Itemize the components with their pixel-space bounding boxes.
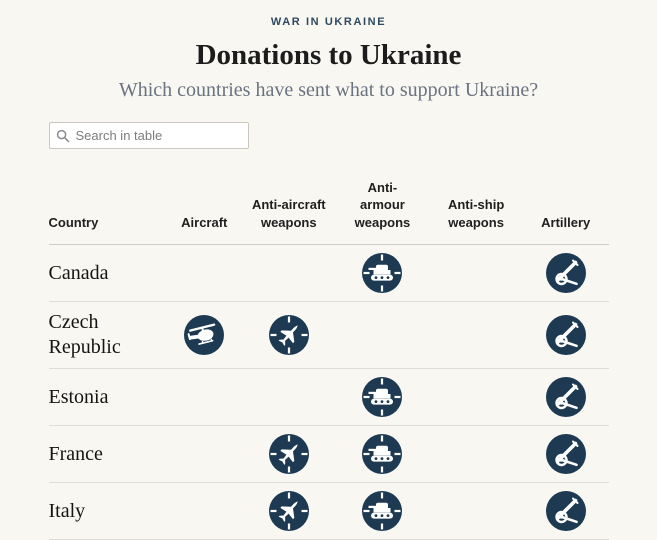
howitzer-icon [545, 434, 586, 475]
artillery-cell [522, 368, 609, 427]
anti_armour-cell [335, 482, 430, 540]
page: WAR IN UKRAINE Donations to Ukraine Whic… [48, 0, 609, 540]
artillery-cell [522, 425, 609, 484]
anti_aircraft-cell [241, 368, 336, 427]
anti_armour-cell [335, 301, 430, 370]
column-header-anti_ship: Anti-ship weapons [429, 172, 523, 246]
fighter-jet-crosshair-icon [268, 315, 309, 356]
howitzer-icon [545, 491, 586, 532]
artillery-cell [522, 482, 609, 540]
page-title: Donations to Ukraine [195, 39, 462, 71]
anti_armour-cell [335, 244, 430, 303]
anti_armour-cell [335, 368, 430, 427]
tank-crosshair-icon [362, 491, 403, 532]
helicopter-icon [184, 315, 225, 356]
country-cell: Italy [48, 482, 167, 540]
country-cell: Estonia [48, 368, 167, 427]
anti_ship-cell [429, 482, 523, 540]
donations-table: Country Aircraft Anti-aircraft weapons Anti… [48, 172, 609, 540]
aircraft-cell [166, 301, 242, 370]
fighter-jet-crosshair-icon [268, 434, 309, 475]
column-header-anti_armour: Anti-armour weapons [335, 172, 430, 246]
table-body: Canada Czech Republic Estonia France Italy [48, 244, 609, 540]
aircraft-cell [166, 482, 242, 540]
country-cell: France [48, 425, 167, 484]
anti_aircraft-cell [241, 425, 336, 484]
anti_ship-cell [429, 425, 523, 484]
fighter-jet-crosshair-icon [268, 491, 309, 532]
table-row: Czech Republic [48, 301, 609, 370]
anti_aircraft-cell [241, 482, 336, 540]
table-row: Italy [48, 482, 609, 540]
table-row: Canada [48, 244, 609, 303]
search-box [48, 121, 249, 149]
column-header-country: Country [48, 172, 167, 246]
anti_ship-cell [429, 301, 523, 370]
column-header-anti_aircraft: Anti-aircraft weapons [241, 172, 336, 246]
tank-crosshair-icon [362, 377, 403, 418]
tank-crosshair-icon [362, 253, 403, 294]
search-icon [56, 129, 69, 143]
aircraft-cell [166, 244, 242, 303]
kicker: WAR IN UKRAINE [270, 16, 387, 28]
page-subtitle: Which countries have sent what to suppor… [118, 78, 539, 101]
aircraft-cell [166, 368, 242, 427]
table-row: France [48, 425, 609, 484]
country-cell: Czech Republic [48, 301, 167, 370]
howitzer-icon [545, 315, 586, 356]
anti_ship-cell [429, 244, 523, 303]
aircraft-cell [166, 425, 242, 484]
anti_aircraft-cell [241, 244, 336, 303]
table-header-row: Country Aircraft Anti-aircraft weapons Anti… [48, 172, 609, 246]
search-input[interactable] [49, 122, 248, 148]
table-row: Estonia [48, 368, 609, 427]
tank-crosshair-icon [362, 434, 403, 475]
anti_armour-cell [335, 425, 430, 484]
column-header-aircraft: Aircraft [166, 172, 242, 246]
artillery-cell [522, 244, 609, 303]
anti_aircraft-cell [241, 301, 336, 370]
artillery-cell [522, 301, 609, 370]
howitzer-icon [545, 253, 586, 294]
anti_ship-cell [429, 368, 523, 427]
column-header-artillery: Artillery [522, 172, 609, 246]
howitzer-icon [545, 377, 586, 418]
country-cell: Canada [48, 244, 167, 303]
